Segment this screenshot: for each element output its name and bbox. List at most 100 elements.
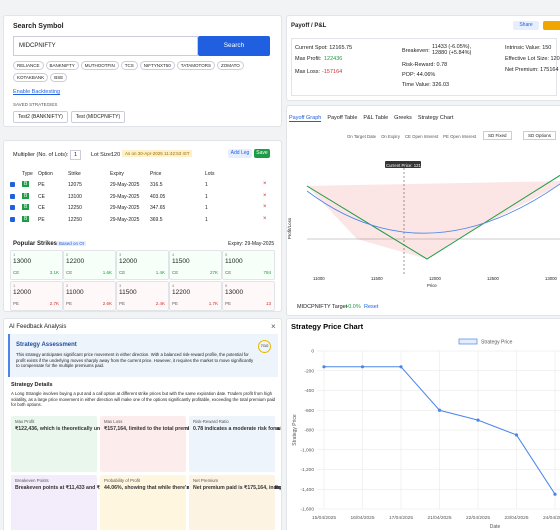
multiplier-input[interactable]: 1 [70,150,82,160]
chip[interactable]: BSE [50,73,68,82]
legend-item: CE Open Interest [404,134,439,139]
leg-delete[interactable]: × [263,192,267,199]
leg-cell: 29-May-2025 [110,193,140,200]
close-icon[interactable]: × [271,322,276,331]
sd-fixed[interactable]: SD Fixed [483,131,512,140]
lot-size: 120 [111,152,121,158]
strike-oi: 3.1K [49,270,59,275]
strike-card[interactable]: 3 11500 PE 2.4K [116,281,169,311]
strike-price: 11000 [66,289,84,296]
leg-delete[interactable]: × [263,204,267,210]
strike-card[interactable]: 3 12000 CE 1.4K [116,250,169,280]
y-tick-label: -200 [304,368,314,374]
chip[interactable]: ZOMATO [216,61,244,70]
legend-label: Strategy Price [481,340,513,346]
graph-panel: Payoff Graph Payoff Table P&L Table Greeks S… [286,105,560,316]
share[interactable]: Share [513,21,539,30]
add-leg[interactable]: Add Leg [228,149,252,158]
leg-header: Type [22,171,33,177]
x-tick-label: 24/04/2025 [543,515,560,521]
leg-cell: 1 [205,205,208,211]
chip[interactable]: TCS [120,61,138,70]
strike-card[interactable]: 4 11500 CE 27K [169,250,222,280]
saved-strategy[interactable]: Test2 (BANKNIFTY) [13,111,68,123]
chip[interactable]: KOTAKBANK [13,73,49,82]
saved-list: Test2 (BANKNIFTY) Test (MIDCPNIFTY) [13,111,128,123]
tab[interactable]: Greeks [394,115,412,121]
strike-rank: 3 [119,283,122,288]
legend-item: On Expiry [381,134,400,139]
leg-type[interactable]: B [22,204,30,210]
strike-card[interactable]: 1 12000 PE 2.7K [10,281,63,311]
leg-cell: 403.05 [150,193,166,200]
backtest-link[interactable]: Enable Backtesting [13,89,61,95]
leg-checkbox[interactable] [10,205,15,210]
chart: Strategy Price Chart 0 -200 -400 -600 -800 -1… [291,322,560,530]
pop: POP: 44.06% [402,72,436,78]
strike-type: PE [172,301,179,306]
y-tick-label: -1,000 [300,447,314,453]
strike-card[interactable]: 2 12200 CE 1.6K [63,250,116,280]
expiry-line [306,174,560,260]
graph-x-ticks: 11000 11500 12000 12500 13000 [307,276,560,284]
y-tick-label: -400 [304,388,314,394]
leg-type[interactable]: B [22,192,30,199]
strike-card[interactable]: 5 11000 CE 784 [222,250,275,280]
strike-card[interactable]: 4 12200 PE 1.7K [169,281,222,311]
reset[interactable]: Reset [364,304,379,310]
strike-type: CE [172,270,179,275]
tab[interactable]: Strategy Chart [417,115,454,121]
ai-card: Probability of Profit 44.06%, showing tha… [100,475,281,530]
ai-card: Risk-Reward Ratio 0.78 indicates a modera… [189,416,281,472]
ai-card-label: Breakeven Points [15,478,49,483]
strike-card[interactable]: 2 11000 PE 2.6K [63,281,116,311]
chip[interactable]: NIFTYNXT50 [139,61,175,70]
strike-card[interactable]: 1 13000 CE 3.1K [10,250,63,280]
breakeven: 11433 (-6.05%), 12880 (+5.84%) [432,44,472,56]
sd-options[interactable]: SD Options [523,131,557,140]
ai-card: Max Loss ₹157,164, limited to the total p… [100,416,281,472]
chip[interactable]: MUTHOOTFIN [80,61,119,70]
strike-type: CE [225,270,232,275]
leg-checkbox[interactable] [10,216,15,222]
ai-card-text: ₹122,436, which is theoretically unlimit… [15,426,241,432]
x-tick-label: 11500 [371,276,383,281]
export-button[interactable] [543,21,560,30]
x-tick-label: 16/04/2025 [350,515,374,521]
leg-cell: 12250 [68,216,82,223]
assessment-box: Strategy Assessment 7/10 This strategy a… [8,334,278,377]
strike-rank: 2 [66,252,69,257]
leg-header: Price [150,171,162,177]
saved-strategy[interactable]: Test (MIDCPNIFTY) [70,111,126,123]
leg-delete[interactable]: × [263,181,267,187]
save[interactable]: Save [254,149,270,158]
x-tick-label: 12500 [487,276,499,281]
leg-checkbox[interactable] [10,182,15,187]
leg-type[interactable]: B [22,181,30,187]
chip[interactable]: RELIANCE [13,61,44,70]
leg-delete[interactable]: × [263,215,267,222]
chips: RELIANCE BANKNIFTY MUTHOOTFIN TCS NIFTYNXT50… [13,61,273,85]
chip[interactable]: BANKNIFTY [45,61,79,70]
leg-cell: 316.5 [150,182,163,188]
search-button[interactable]: Search [198,36,270,56]
tab[interactable]: P&L Table [363,115,389,121]
chip[interactable]: TATAMOTORS [176,61,215,70]
leg-type[interactable]: B [22,215,30,222]
loss-area [307,181,560,259]
saved-label: SAVED STRATEGIES [13,102,58,107]
x-axis-label: Date [490,524,501,530]
max-profit: 122436 [324,56,343,62]
tab[interactable]: Payoff Table [327,115,358,121]
ai-card: Max Profit ₹122,436, which is theoretical… [11,416,241,472]
ai-card-label: Net Premium [193,478,219,483]
time-value: Time Value: 326.03 [402,82,450,88]
strike-price: 12000 [13,289,32,296]
strike-card[interactable]: 5 13000 PE 13 [222,281,275,311]
tooltip-bg [385,161,421,168]
tab[interactable]: Payoff Graph [289,115,322,122]
strike-price: 11000 [225,258,243,265]
ai-card-label: Risk-Reward Ratio [193,419,229,424]
leg-checkbox[interactable] [10,193,15,199]
search-input[interactable]: MIDCPNIFTY [13,36,198,56]
